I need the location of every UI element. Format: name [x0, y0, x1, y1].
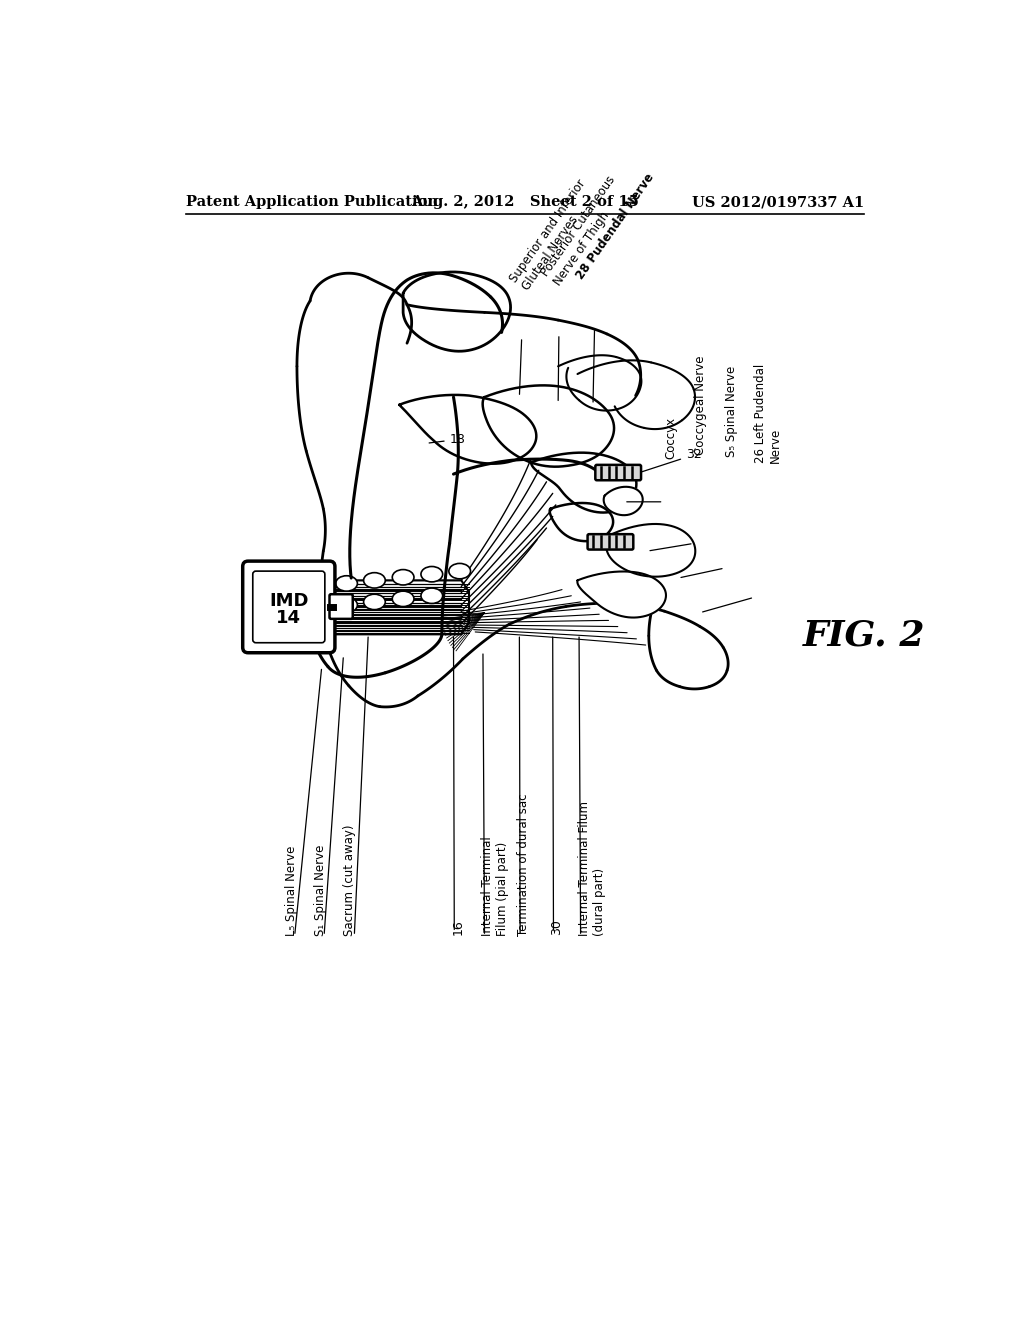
- Polygon shape: [550, 503, 613, 541]
- Polygon shape: [399, 395, 537, 463]
- Polygon shape: [606, 524, 695, 577]
- Ellipse shape: [421, 566, 442, 582]
- Text: US 2012/0197337 A1: US 2012/0197337 A1: [692, 195, 864, 210]
- FancyBboxPatch shape: [243, 561, 335, 653]
- Text: Coccygeal Nerve: Coccygeal Nerve: [693, 355, 707, 455]
- Text: Internal Terminal Filum
(dural part): Internal Terminal Filum (dural part): [578, 801, 605, 936]
- Polygon shape: [482, 385, 614, 467]
- Text: Termination of dural sac: Termination of dural sac: [517, 793, 530, 936]
- Polygon shape: [578, 572, 666, 618]
- Text: Posterior Cutaneous
Nerve of Thigh: Posterior Cutaneous Nerve of Thigh: [539, 174, 630, 288]
- Text: Internal Terminal
Filum (pial part): Internal Terminal Filum (pial part): [480, 837, 509, 936]
- Text: Coccyx: Coccyx: [665, 417, 677, 459]
- Text: IMD: IMD: [269, 591, 308, 610]
- Text: FIG. 2: FIG. 2: [803, 619, 926, 653]
- Text: Sacrum (cut away): Sacrum (cut away): [343, 825, 356, 936]
- Text: L₅ Spinal Nerve: L₅ Spinal Nerve: [285, 846, 298, 936]
- Text: 30: 30: [550, 919, 563, 935]
- Text: 16: 16: [452, 919, 465, 935]
- Ellipse shape: [392, 570, 414, 585]
- Text: S₅ Spinal Nerve: S₅ Spinal Nerve: [725, 366, 737, 457]
- Text: Patent Application Publication: Patent Application Publication: [186, 195, 438, 210]
- Text: S₁ Spinal Nerve: S₁ Spinal Nerve: [314, 845, 327, 936]
- Ellipse shape: [421, 589, 442, 603]
- Polygon shape: [604, 487, 643, 515]
- Ellipse shape: [364, 573, 385, 589]
- Ellipse shape: [449, 564, 471, 579]
- Text: Aug. 2, 2012   Sheet 2 of 15: Aug. 2, 2012 Sheet 2 of 15: [411, 195, 639, 210]
- Text: 14: 14: [276, 609, 301, 627]
- FancyBboxPatch shape: [330, 594, 352, 619]
- Polygon shape: [403, 272, 511, 351]
- Text: 28 Pudendal Nerve: 28 Pudendal Nerve: [573, 170, 656, 281]
- Text: 18: 18: [429, 433, 466, 446]
- FancyBboxPatch shape: [588, 535, 633, 549]
- Ellipse shape: [336, 597, 357, 612]
- Ellipse shape: [392, 591, 414, 607]
- Text: 32: 32: [642, 449, 701, 471]
- Ellipse shape: [364, 594, 385, 610]
- Polygon shape: [531, 453, 636, 512]
- FancyBboxPatch shape: [253, 572, 325, 643]
- Text: Superior and Inferior
Gluteal Nerves: Superior and Inferior Gluteal Nerves: [508, 177, 601, 293]
- Text: 26 Left Pudendal
Nerve: 26 Left Pudendal Nerve: [755, 363, 782, 462]
- FancyBboxPatch shape: [595, 465, 641, 480]
- Ellipse shape: [336, 576, 357, 591]
